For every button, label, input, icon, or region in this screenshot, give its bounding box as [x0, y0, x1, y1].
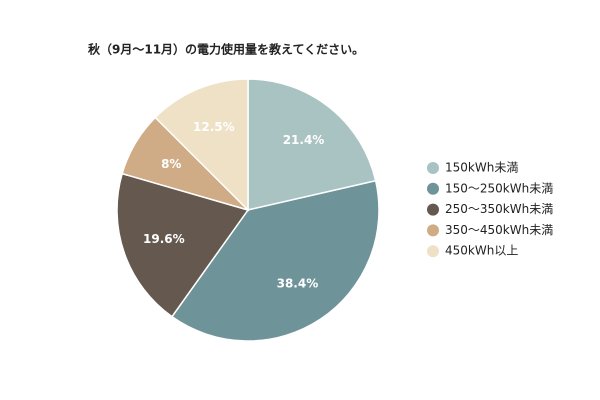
- chart-title: 秋（9月～11月）の電力使用量を教えてください。: [88, 42, 364, 57]
- legend-marker: [427, 203, 439, 216]
- legend-marker: [427, 162, 439, 174]
- legend-marker: [427, 224, 439, 237]
- legend-label: 450kWh以上: [445, 244, 518, 258]
- data-label: 38.4%: [277, 277, 319, 291]
- data-label: 8%: [161, 157, 181, 171]
- legend-marker: [427, 245, 439, 258]
- legend-label: 250～350kWh未満: [445, 202, 553, 216]
- pie-slice: [116, 172, 250, 318]
- legend-marker: [427, 182, 439, 195]
- pie-slice: [154, 78, 249, 212]
- pie-slice: [247, 78, 377, 211]
- data-label: 19.6%: [143, 232, 185, 246]
- legend-label: 150～250kWh未満: [445, 181, 553, 195]
- legend-label: 350～450kWh未満: [445, 223, 553, 237]
- data-label: 21.4%: [283, 133, 325, 147]
- legend-label: 150kWh未満: [445, 161, 518, 175]
- pie-slice: [170, 179, 380, 342]
- data-label: 12.5%: [193, 120, 235, 134]
